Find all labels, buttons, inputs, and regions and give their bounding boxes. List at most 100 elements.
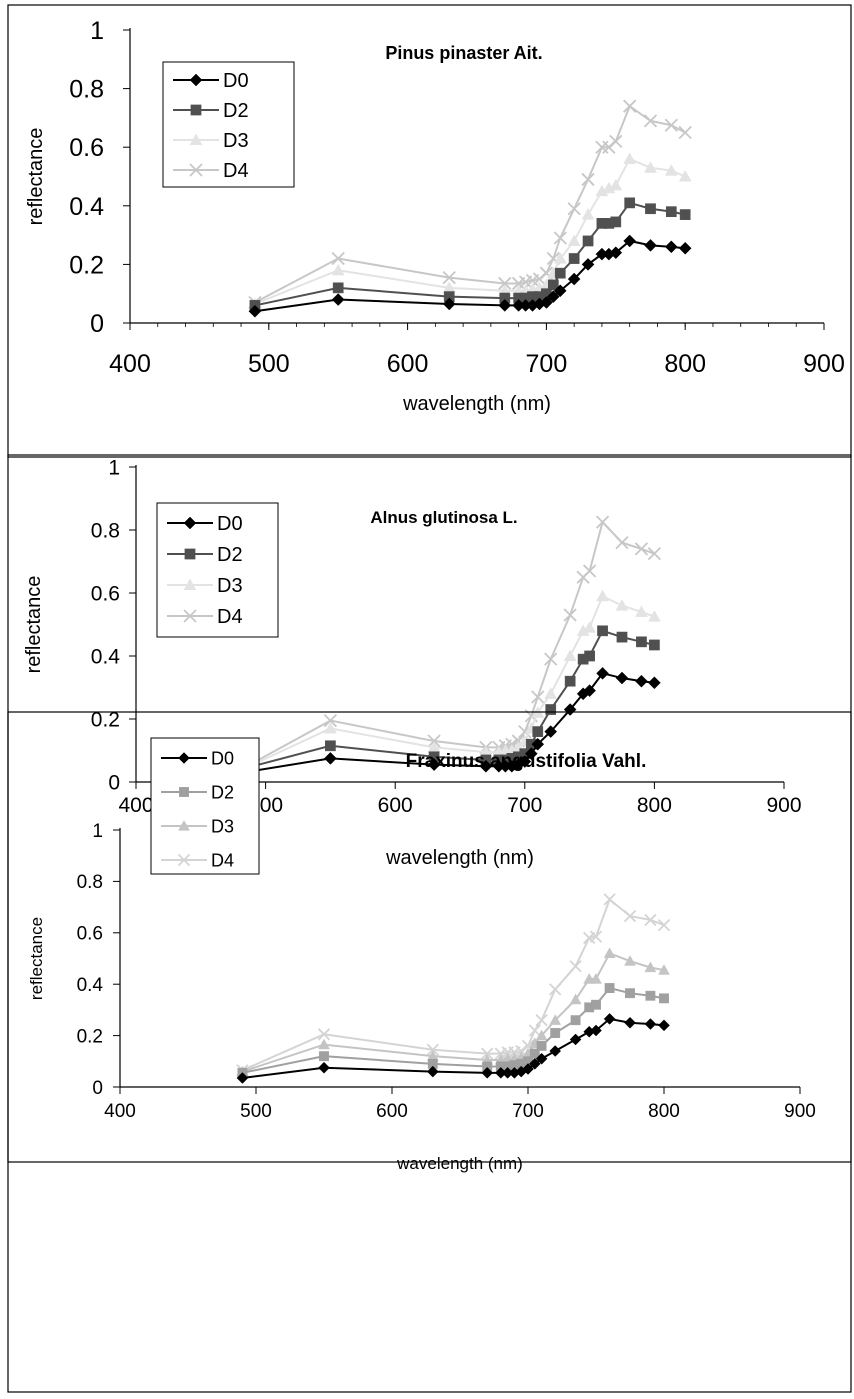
data-point [623,909,637,923]
data-point [426,1043,439,1056]
data-point [546,290,560,303]
legend-label-d0: D0 [217,513,243,535]
data-point [567,272,581,286]
legend-label-d4: D4 [211,850,234,870]
data-point [498,276,512,291]
data-point [532,726,544,737]
data-point [615,599,629,611]
data-point [481,1067,494,1079]
data-point [325,740,336,752]
legend-marker [189,73,203,87]
series-d3 [246,589,661,770]
data-point [583,684,596,698]
data-point [237,1067,248,1078]
data-point [498,299,512,312]
data-point [658,964,670,975]
legend-label-d2: D2 [217,544,243,566]
data-point [615,535,629,550]
data-point [549,983,562,996]
x-tick-label: 700 [526,350,568,378]
x-axis-title: wavelength (nm) [385,847,534,869]
data-point [583,621,597,633]
legend: D0 D2 D3 D4 [150,737,260,875]
data-point [584,650,595,662]
data-point [331,263,345,276]
data-point [323,713,338,728]
data-point [505,743,519,756]
data-point [501,1067,514,1079]
data-point [521,1039,535,1053]
data-point [492,745,506,758]
data-point [516,1058,527,1069]
data-point [331,251,345,266]
data-point [549,1045,562,1057]
x-tick-label: 400 [118,794,153,817]
y-tick-label: 0 [92,1078,103,1099]
chart-title: Fraxinus angustifolia Vahl. [406,751,647,772]
data-point [568,253,580,264]
data-point [581,258,595,271]
legend-box [156,502,279,638]
data-point [524,721,538,734]
chart-panel-pinus: 400 500 600 700 800 900 0 0.2 0.4 0.6 0.8 1 waveleng… [0,0,854,460]
data-point [324,752,337,765]
legend-marker [184,548,196,560]
series-d2 [247,625,660,772]
series-d2 [249,197,691,311]
data-point [657,918,671,932]
data-point [480,754,492,766]
data-point [528,1058,541,1070]
data-point [498,743,512,756]
chart-frame [7,711,852,1393]
data-point [644,1018,657,1030]
data-point [589,930,603,943]
data-point [583,1025,596,1038]
data-point [318,1038,330,1050]
data-point [634,542,649,556]
data-point [505,737,519,751]
data-point [609,178,623,191]
chart-title: Pinus pinaster Ait. [385,43,542,63]
data-point [544,725,558,738]
chart-title: Alnus glutinosa L. [370,508,517,527]
y-axis-title: reflectance [23,576,45,674]
series-d4 [236,893,671,1077]
data-point [319,1051,329,1062]
y-axis-title: reflectance [25,128,47,226]
data-point [442,297,456,311]
y-tick-label: 0.8 [91,520,120,543]
legend-label-d2: D2 [223,100,249,122]
y-tick-label: 0.4 [77,975,104,996]
data-point [563,608,577,622]
data-point [581,172,595,187]
legend-box [162,61,295,188]
data-point [624,955,636,966]
data-point [482,1061,493,1072]
legend-marker [178,819,190,831]
data-point [563,649,577,662]
data-point [332,282,344,294]
y-tick-label: 0.6 [91,583,120,606]
data-point [590,1024,602,1037]
data-point [509,1060,520,1071]
data-point [246,758,260,770]
data-point [236,1065,249,1077]
data-point [519,748,531,759]
data-point [529,1048,540,1059]
legend-label-d3: D3 [217,575,243,597]
data-point [550,1028,561,1038]
data-point [553,252,567,264]
data-point [645,203,656,215]
data-point [636,636,647,648]
data-point [644,239,657,252]
x-tick-label: 500 [240,1101,272,1122]
x-tick-label: 700 [512,1101,544,1122]
x-tick-label: 600 [378,794,413,817]
chart-frame [7,4,852,458]
series-d0 [236,1013,670,1084]
data-point [331,293,345,306]
data-point [528,1024,541,1037]
data-point [584,1002,595,1013]
data-point [500,754,511,766]
data-point [524,709,538,723]
